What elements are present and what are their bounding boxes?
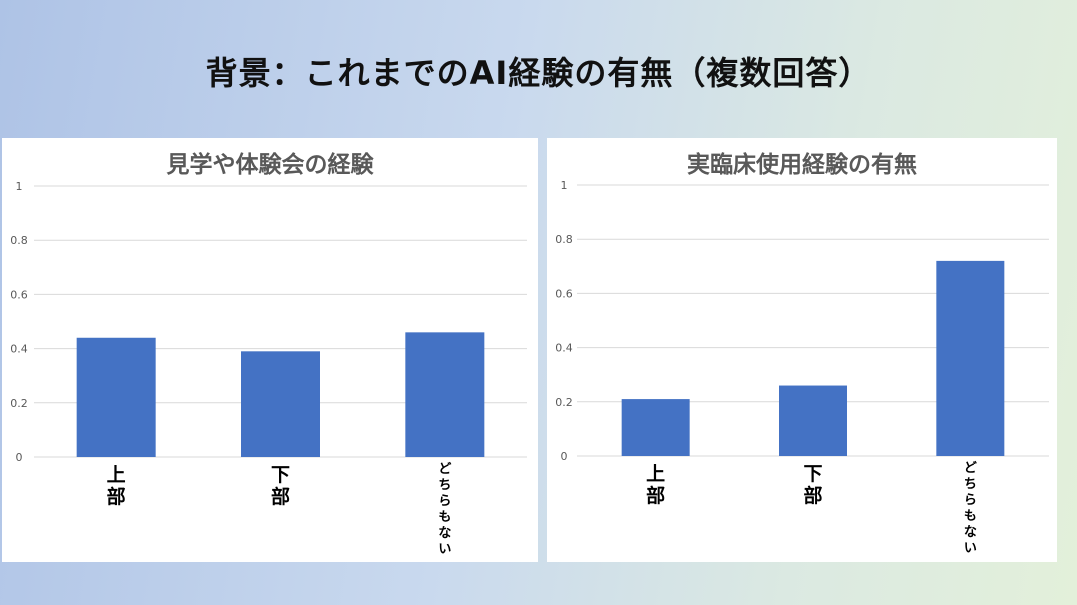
chart-panel-clinical-use: 実臨床使用経験の有無 0 0.2 0.4 0.6 0.8 1 上部 下部 どちらもない [547, 138, 1057, 562]
x-tick-label: 上部 [107, 464, 126, 508]
y-tick-label: 1 [561, 179, 568, 192]
y-tick-label: 0.6 [555, 287, 573, 300]
chart-title: 実臨床使用経験の有無 [687, 151, 917, 178]
x-tick-label: 下部 [803, 463, 822, 507]
y-tick-label: 0.6 [10, 288, 28, 301]
slide-title: 背景：これまでのAI経験の有無（複数回答） [205, 54, 872, 92]
y-tick-label: 0.4 [10, 343, 28, 356]
x-tick-label: どちらもない [964, 461, 977, 556]
chart-experience-events: 見学や体験会の経験 0 0.2 0.4 0.6 0.8 1 上部 下部 どちらもない [10, 151, 527, 557]
y-tick-label: 1 [16, 180, 23, 193]
bar [936, 260, 1005, 456]
bar [779, 385, 847, 456]
y-tick-label: 0.2 [10, 397, 28, 410]
x-tick-label: どちらもない [438, 462, 451, 557]
y-tick-label: 0.4 [555, 342, 573, 355]
y-tick-label: 0.8 [10, 234, 28, 247]
y-tick-label: 0.2 [555, 396, 573, 409]
y-tick-label: 0.8 [555, 233, 573, 246]
x-tick-label: 下部 [271, 464, 290, 508]
y-tick-label: 0 [16, 451, 23, 464]
chart-title: 見学や体験会の経験 [167, 151, 375, 178]
bar [241, 351, 320, 457]
bar [76, 337, 156, 457]
bar [405, 332, 485, 457]
y-tick-label: 0 [561, 450, 568, 463]
chart-panel-experience: 見学や体験会の経験 0 0.2 0.4 0.6 0.8 1 上部 下部 どちらもない [2, 138, 538, 562]
chart-clinical-use: 実臨床使用経験の有無 0 0.2 0.4 0.6 0.8 1 上部 下部 どちらもない [555, 151, 1049, 556]
x-tick-label: 上部 [646, 463, 665, 507]
bar [621, 399, 690, 456]
